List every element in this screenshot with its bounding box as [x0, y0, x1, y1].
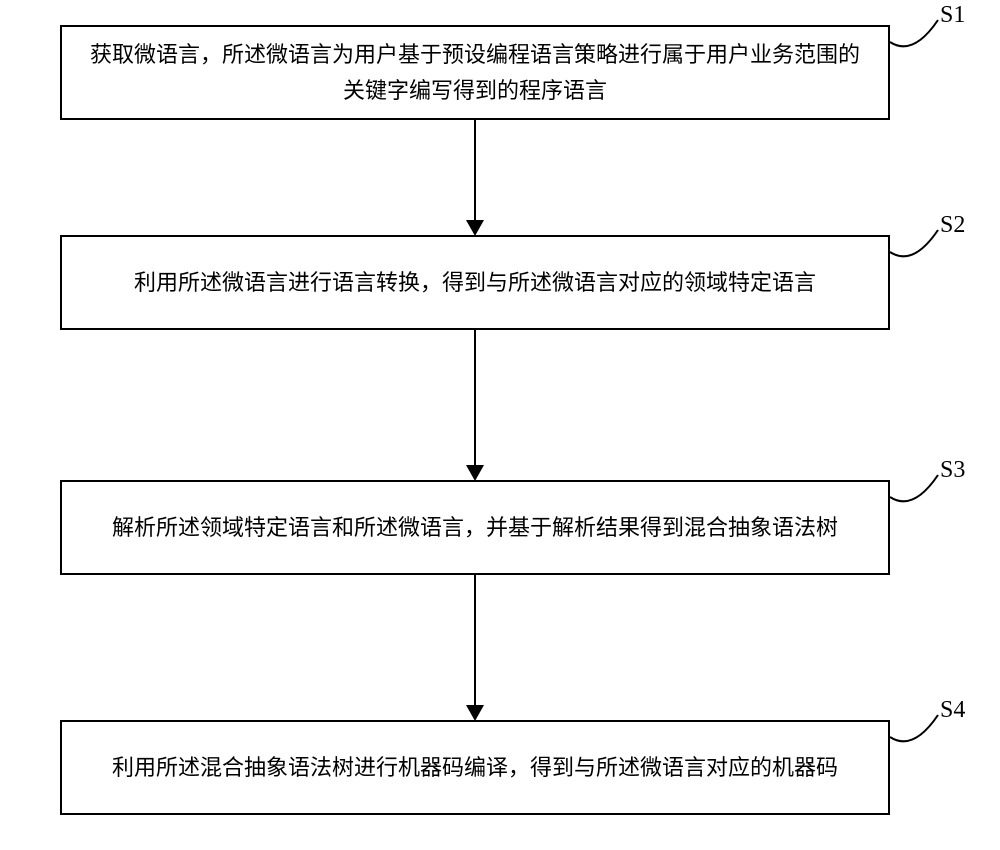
step-box-s2: 利用所述微语言进行语言转换，得到与所述微语言对应的领域特定语言: [60, 235, 890, 330]
step-text-s1: 获取微语言，所述微语言为用户基于预设编程语言策略进行属于用户业务范围的关键字编写…: [82, 37, 868, 107]
connector-s2: [888, 222, 948, 272]
step-text-s2: 利用所述微语言进行语言转换，得到与所述微语言对应的领域特定语言: [134, 265, 816, 300]
connector-s4: [888, 707, 948, 757]
step-label-s2: S2: [940, 212, 965, 239]
flowchart-container: 获取微语言，所述微语言为用户基于预设编程语言策略进行属于用户业务范围的关键字编写…: [0, 0, 1000, 850]
step-text-s4: 利用所述混合抽象语法树进行机器码编译，得到与所述微语言对应的机器码: [112, 750, 838, 785]
step-box-s4: 利用所述混合抽象语法树进行机器码编译，得到与所述微语言对应的机器码: [60, 720, 890, 815]
connector-s1: [888, 12, 948, 62]
step-label-s3: S3: [940, 457, 965, 484]
connector-s3: [888, 467, 948, 517]
step-label-s1: S1: [940, 2, 965, 29]
arrow-s2-s3: [466, 330, 484, 481]
arrow-s3-s4: [466, 575, 484, 721]
step-text-s3: 解析所述领域特定语言和所述微语言，并基于解析结果得到混合抽象语法树: [112, 510, 838, 545]
step-box-s1: 获取微语言，所述微语言为用户基于预设编程语言策略进行属于用户业务范围的关键字编写…: [60, 25, 890, 120]
arrow-s1-s2: [466, 120, 484, 236]
step-label-s4: S4: [940, 697, 965, 724]
step-box-s3: 解析所述领域特定语言和所述微语言，并基于解析结果得到混合抽象语法树: [60, 480, 890, 575]
